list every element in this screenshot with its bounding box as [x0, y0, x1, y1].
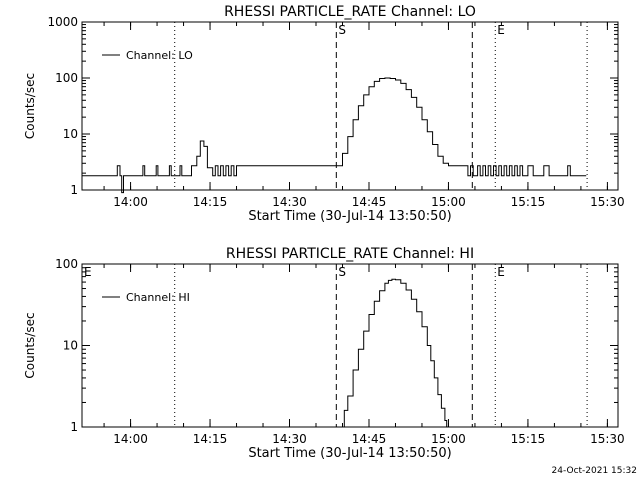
x-axis-label: Start Time (30-Jul-14 13:50:50) [248, 209, 451, 224]
marker-label: S [338, 23, 346, 37]
x-tick-label: 15:00 [431, 432, 466, 446]
y-tick-label: 100 [55, 71, 78, 85]
x-tick-label: 15:30 [590, 432, 625, 446]
marker-label: E [84, 265, 92, 279]
footer-timestamp: 24-Oct-2021 15:32 [551, 466, 637, 476]
chart-2: RHESSI PARTICLE_RATE Channel: HI Counts/s… [23, 246, 625, 461]
chart-title: RHESSI PARTICLE_RATE Channel: LO [224, 4, 476, 20]
x-tick-label: 14:15 [193, 195, 228, 209]
y-axis-label: Counts/sec [23, 73, 37, 139]
x-tick-label: 14:00 [113, 432, 148, 446]
x-tick-label: 15:30 [590, 195, 625, 209]
x-tick-label: 14:15 [193, 432, 228, 446]
series-line [82, 77, 587, 194]
series-line [340, 278, 448, 428]
x-axis-label: Start Time (30-Jul-14 13:50:50) [248, 446, 451, 461]
plot-frame [81, 21, 619, 191]
x-tick-label: 15:00 [431, 195, 466, 209]
y-tick-label: 10 [63, 127, 78, 141]
legend-label: Channel: HI [126, 291, 190, 304]
y-tick-label: 10 [63, 339, 78, 353]
legend-label: Channel: LO [126, 49, 193, 62]
y-axis-label: Counts/sec [23, 312, 37, 378]
x-tick-label: 14:30 [272, 432, 307, 446]
marker-label: E [497, 265, 505, 279]
chart-title: RHESSI PARTICLE_RATE Channel: HI [226, 246, 474, 262]
y-tick-label: 1 [70, 183, 78, 197]
y-tick-label: 100 [55, 257, 78, 271]
x-tick-label: 14:45 [352, 432, 387, 446]
x-tick-label: 14:00 [113, 195, 148, 209]
marker-label: S [338, 265, 346, 279]
marker-label: E [497, 23, 505, 37]
x-tick-label: 14:45 [352, 195, 387, 209]
y-tick-label: 1000 [47, 15, 78, 29]
plot-frame [81, 263, 619, 428]
x-tick-label: 15:15 [511, 432, 546, 446]
chart-1: RHESSI PARTICLE_RATE Channel: LO Counts/s… [23, 4, 625, 224]
x-tick-label: 14:30 [272, 195, 307, 209]
x-tick-label: 15:15 [511, 195, 546, 209]
y-tick-label: 1 [70, 420, 78, 434]
